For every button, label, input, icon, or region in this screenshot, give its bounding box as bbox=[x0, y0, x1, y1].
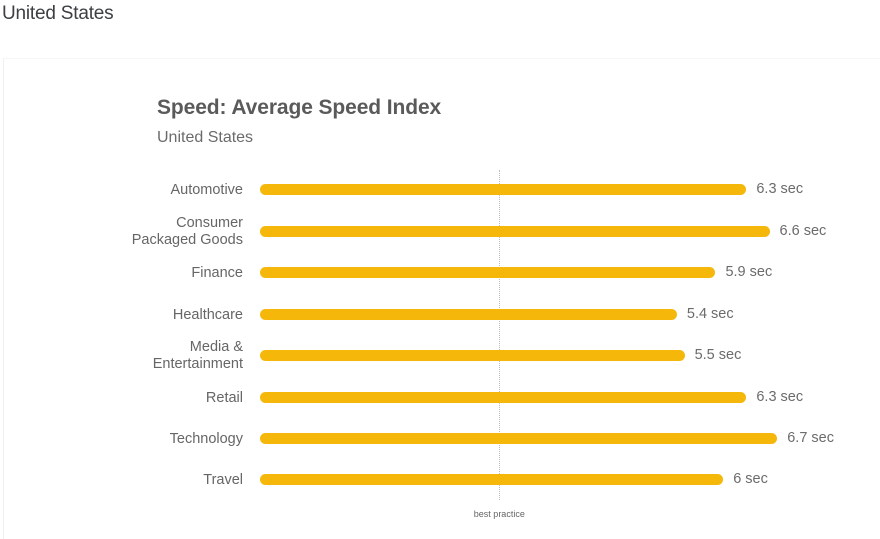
value-label: 6.3 sec bbox=[756, 181, 804, 197]
value-label: 5.5 sec bbox=[694, 347, 742, 363]
category-label-line: Healthcare bbox=[172, 306, 243, 323]
value-label: 6 sec bbox=[733, 471, 768, 487]
bar-row: Automotive 6.3 sec bbox=[0, 170, 880, 210]
bar bbox=[260, 184, 747, 195]
best-practice-label: best practice bbox=[473, 509, 525, 519]
value-label: 5.9 sec bbox=[725, 264, 773, 280]
category-label-line: Packaged Goods bbox=[131, 232, 243, 248]
bar-row: Retail 6.3 sec bbox=[0, 378, 880, 418]
value-label: 6.6 sec bbox=[779, 223, 827, 239]
category-label: Automotive bbox=[83, 182, 243, 199]
category-label: Healthcare bbox=[83, 307, 243, 324]
bar bbox=[260, 309, 677, 320]
bar bbox=[260, 350, 685, 361]
bar-row: Healthcare 5.4 sec bbox=[0, 295, 880, 335]
category-label-line: Travel bbox=[203, 471, 243, 488]
value-label: 5.4 sec bbox=[686, 306, 734, 322]
category-label-line: Media & bbox=[189, 339, 243, 355]
category-label: Travel bbox=[83, 472, 243, 489]
page-heading: United States bbox=[2, 3, 114, 24]
category-label-line: Finance bbox=[191, 264, 243, 281]
category-label: Retail bbox=[83, 390, 243, 407]
bar-row: Media & Entertainment 5.5 sec bbox=[0, 336, 880, 376]
category-label-line: Automotive bbox=[170, 181, 243, 198]
bar bbox=[260, 267, 716, 278]
category-label: Media & Entertainment bbox=[83, 339, 243, 373]
bar bbox=[260, 474, 724, 485]
bar bbox=[260, 226, 770, 237]
chart-card bbox=[3, 58, 880, 539]
bar-row: Technology 6.7 sec bbox=[0, 419, 880, 459]
category-label: Finance bbox=[83, 265, 243, 282]
category-label: Consumer Packaged Goods bbox=[83, 215, 243, 249]
best-practice-reference-line bbox=[499, 170, 501, 500]
category-label-line: Entertainment bbox=[152, 356, 243, 372]
value-label: 6.3 sec bbox=[756, 389, 804, 405]
bar bbox=[260, 392, 747, 403]
bar-row: Travel 6 sec bbox=[0, 460, 880, 500]
bar bbox=[260, 433, 778, 444]
category-label: Technology bbox=[83, 431, 243, 448]
category-label-line: Technology bbox=[169, 430, 243, 447]
value-label: 6.7 sec bbox=[787, 430, 834, 446]
category-label-line: Retail bbox=[205, 389, 243, 406]
chart-subtitle: United States bbox=[157, 129, 254, 146]
category-label-line: Consumer bbox=[176, 215, 243, 231]
bar-row: Finance 5.9 sec bbox=[0, 253, 880, 293]
chart-title: Speed: Average Speed Index bbox=[157, 96, 442, 119]
bar-row: Consumer Packaged Goods 6.6 sec bbox=[0, 212, 880, 252]
